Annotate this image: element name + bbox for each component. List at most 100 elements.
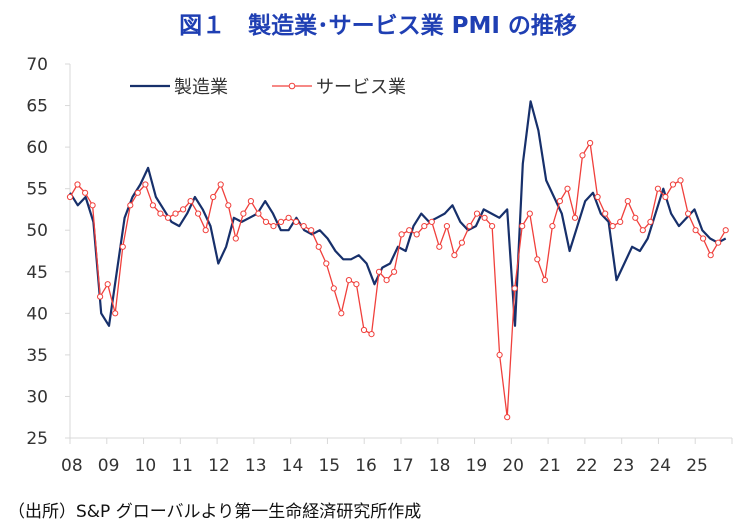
services-point — [149, 202, 156, 209]
services-point — [360, 326, 368, 334]
chart-title: 図１ 製造業･サービス業 PMI の推移 — [179, 13, 577, 39]
y-axis: 25 30 35 40 45 50 55 60 65 70 — [26, 55, 71, 449]
services-point — [406, 227, 413, 234]
y-tick-label: 70 — [26, 55, 48, 75]
services-point — [104, 281, 111, 288]
services-point — [617, 218, 624, 225]
x-tick-label: 14 — [282, 456, 304, 476]
x-tick-label: 13 — [245, 456, 267, 476]
services-point — [285, 214, 292, 221]
services-point — [323, 260, 330, 267]
services-point — [97, 293, 104, 300]
services-point — [225, 202, 232, 209]
x-tick-label: 08 — [61, 456, 83, 476]
services-point — [662, 193, 669, 201]
services-point — [66, 193, 74, 201]
services-point — [255, 210, 262, 217]
services-point — [247, 198, 254, 205]
services-point — [308, 227, 315, 234]
services-point — [669, 181, 677, 188]
y-tick-label: 35 — [26, 346, 48, 366]
services-point — [210, 193, 217, 201]
y-tick-label: 40 — [26, 304, 48, 324]
x-tick-label: 10 — [135, 456, 157, 476]
services-point — [74, 181, 81, 188]
services-point — [685, 210, 692, 217]
services-point — [157, 210, 164, 217]
services-point — [195, 210, 202, 217]
services-point — [375, 268, 383, 275]
legend-label-manufacturing: 製造業 — [174, 77, 228, 98]
services-point — [594, 193, 601, 201]
y-tick-label: 45 — [26, 263, 48, 283]
manufacturing-line — [69, 100, 727, 327]
services-point — [526, 210, 533, 217]
services-point — [217, 181, 224, 188]
x-tick-label: 19 — [466, 456, 488, 476]
services-point — [436, 243, 443, 250]
services-point — [602, 210, 609, 217]
y-tick-label: 25 — [26, 429, 48, 449]
x-axis: 08 09 10 11 12 13 14 15 16 17 18 19 20 21 22 23 24 25 — [61, 437, 733, 476]
source-note: （出所）S&P グローバルより第一生命経済研究所作成 — [8, 502, 422, 522]
services-point — [262, 218, 270, 225]
services-point — [458, 239, 465, 246]
services-point — [293, 218, 300, 225]
services-point — [187, 198, 194, 205]
y-tick-label: 65 — [26, 97, 48, 117]
services-point — [632, 214, 639, 221]
x-tick-label: 24 — [649, 456, 671, 476]
services-point — [541, 277, 549, 284]
services-point — [654, 185, 662, 192]
services-point — [345, 277, 352, 284]
services-point — [315, 243, 322, 250]
legend-marker-services — [288, 82, 296, 90]
services-point — [556, 198, 564, 205]
series-layer — [66, 100, 729, 421]
x-tick-label: 17 — [392, 456, 414, 476]
services-point — [164, 214, 172, 221]
x-tick-label: 21 — [539, 456, 561, 476]
services-point — [609, 223, 616, 230]
services-point — [715, 239, 722, 246]
services-point — [647, 218, 654, 225]
services-point — [119, 243, 126, 250]
services-point — [504, 414, 511, 421]
legend-label-services: サービス業 — [316, 77, 406, 98]
y-tick-label: 30 — [26, 387, 48, 407]
services-point — [549, 223, 556, 230]
services-point — [112, 310, 119, 317]
services-point — [330, 285, 337, 292]
services-point — [519, 223, 526, 230]
services-point — [428, 218, 435, 225]
services-point — [277, 218, 285, 225]
services-point — [142, 181, 149, 188]
y-tick-label: 50 — [26, 221, 48, 241]
x-tick-label: 25 — [686, 456, 708, 476]
x-tick-label: 11 — [171, 456, 193, 476]
services-point — [466, 223, 473, 230]
services-point — [624, 198, 631, 205]
services-point — [368, 331, 375, 338]
services-point — [240, 210, 247, 217]
services-point — [232, 235, 239, 242]
services-point — [202, 227, 209, 234]
services-point — [481, 214, 488, 221]
services-point — [353, 281, 360, 288]
y-tick-label: 60 — [26, 138, 48, 158]
services-point — [707, 252, 714, 259]
services-point — [391, 268, 398, 275]
services-point — [82, 189, 89, 196]
x-tick-label: 23 — [613, 456, 635, 476]
services-point — [511, 285, 518, 292]
services-point — [722, 227, 729, 234]
services-point — [300, 223, 307, 230]
x-tick-label: 20 — [502, 456, 524, 476]
x-tick-label: 16 — [355, 456, 377, 476]
services-line — [69, 142, 727, 418]
plot-area: 25 30 35 40 45 50 55 60 65 70 08 09 10 11 12 13 14 15 16 1… — [26, 55, 733, 476]
services-point — [134, 189, 141, 196]
services-point — [677, 177, 684, 184]
services-point — [413, 231, 420, 238]
services-point — [564, 185, 571, 192]
